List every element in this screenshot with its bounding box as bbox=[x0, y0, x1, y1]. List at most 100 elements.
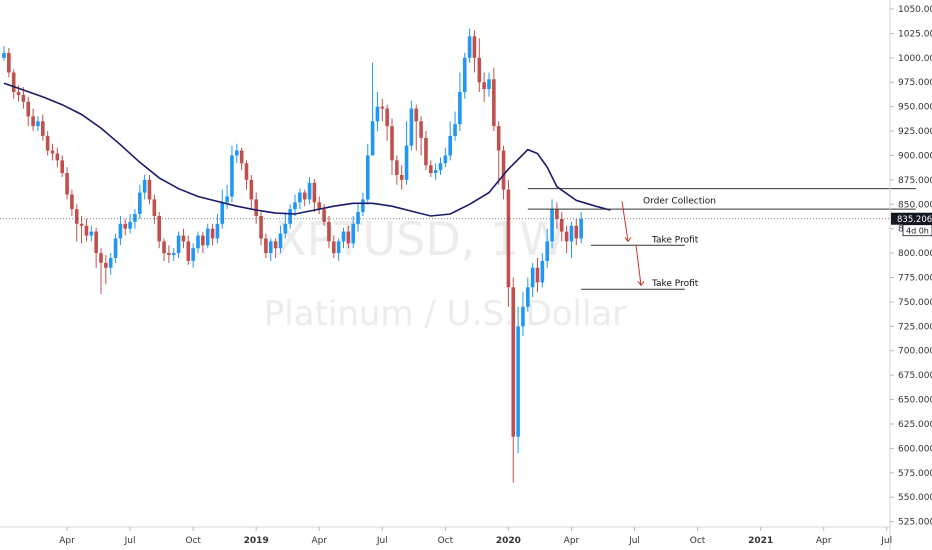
candle-body bbox=[477, 57, 482, 83]
candle-body bbox=[50, 150, 55, 154]
time-axis[interactable]: Apr Jul Oct 2019 Apr Jul Oct 2020 Apr Jul Oct 2021 A… bbox=[0, 526, 932, 546]
price-tick-label: 575.000 bbox=[898, 469, 932, 479]
candle-body bbox=[375, 106, 380, 122]
order-collection-label: Order Collection bbox=[643, 197, 716, 207]
candle-body bbox=[31, 116, 35, 127]
candles-layer bbox=[2, 28, 583, 483]
price-tick-label: 750.000 bbox=[898, 298, 932, 308]
time-tick-label: Apr bbox=[311, 536, 327, 546]
candle-body bbox=[390, 126, 394, 161]
candle-body bbox=[433, 170, 438, 174]
candle-body bbox=[370, 121, 375, 156]
candle-body bbox=[501, 150, 506, 190]
candle-body bbox=[506, 189, 511, 288]
candle-body bbox=[162, 241, 166, 254]
candle-body bbox=[171, 253, 176, 256]
candle-body bbox=[74, 209, 79, 224]
price-tick-label: 850.000 bbox=[898, 200, 932, 210]
candle-body bbox=[516, 326, 520, 437]
candle-body bbox=[414, 108, 419, 122]
last-price-value: 835.206 bbox=[897, 215, 932, 225]
candle-body bbox=[550, 209, 554, 242]
candle-body bbox=[293, 202, 297, 210]
candle-body bbox=[511, 287, 516, 437]
candle-body bbox=[288, 209, 292, 224]
countdown-value: 4d 0h bbox=[906, 227, 929, 236]
candle-body bbox=[45, 135, 50, 151]
candle-body bbox=[346, 231, 351, 244]
candle-body bbox=[11, 72, 16, 92]
time-tick-label: 2021 bbox=[748, 536, 773, 546]
candle-body bbox=[307, 182, 312, 200]
candle-body bbox=[138, 192, 142, 215]
price-tick-label: 800.000 bbox=[898, 249, 932, 259]
time-tick-label: Jul bbox=[880, 536, 892, 546]
price-tick-label: 1050.000 bbox=[898, 5, 932, 15]
candle-body bbox=[458, 91, 462, 125]
time-tick-label: Jul bbox=[628, 536, 640, 546]
candle-body bbox=[210, 228, 215, 239]
candle-body bbox=[487, 79, 491, 90]
candle-body bbox=[79, 223, 84, 226]
candle-body bbox=[123, 223, 128, 229]
candle-body bbox=[94, 231, 98, 254]
candle-body bbox=[540, 260, 545, 283]
price-tick-label: 725.000 bbox=[898, 322, 932, 332]
candle-body bbox=[404, 145, 409, 180]
candle-body bbox=[254, 199, 258, 216]
time-tick-label: Apr bbox=[564, 536, 580, 546]
projection-arrowhead bbox=[624, 237, 632, 243]
annotations-layer[interactable]: Order Collection Take Profit Take Profit bbox=[527, 188, 916, 290]
price-tick-label: 775.000 bbox=[898, 274, 932, 284]
candle-body bbox=[492, 79, 496, 127]
candle-body bbox=[298, 192, 302, 203]
time-tick-label: Jul bbox=[124, 536, 136, 546]
candle-body bbox=[317, 202, 322, 210]
candle-body bbox=[351, 223, 355, 244]
candle-body bbox=[249, 179, 254, 200]
time-tick-label: 2020 bbox=[496, 536, 521, 546]
candle-body bbox=[322, 209, 326, 222]
candle-body bbox=[453, 124, 457, 136]
price-axis[interactable]: 1050.000 1025.000 1000.000 975.000 950.000 92… bbox=[889, 0, 932, 550]
candle-body bbox=[574, 225, 579, 239]
candle-body bbox=[526, 287, 530, 307]
candle-body bbox=[535, 267, 540, 283]
candle-body bbox=[2, 52, 6, 58]
candle-body bbox=[443, 155, 448, 164]
plot-background bbox=[0, 0, 890, 527]
candle-body bbox=[191, 248, 195, 261]
candle-body bbox=[385, 108, 389, 127]
candle-body bbox=[21, 94, 26, 102]
candle-body bbox=[176, 235, 181, 254]
candle-body bbox=[312, 182, 317, 203]
price-tick-label: 975.000 bbox=[898, 78, 932, 88]
time-tick-label: Oct bbox=[438, 536, 454, 546]
candle-body bbox=[438, 163, 443, 171]
last-price-tag bbox=[891, 212, 932, 225]
candle-body bbox=[380, 106, 385, 109]
candle-body bbox=[201, 235, 205, 246]
projection-arrowhead bbox=[637, 281, 645, 287]
candle-body bbox=[579, 218, 583, 239]
candle-body bbox=[361, 199, 365, 213]
candle-body bbox=[530, 267, 535, 288]
price-tick-label: 625.000 bbox=[898, 420, 932, 430]
candle-body bbox=[89, 231, 94, 236]
candle-body bbox=[215, 223, 220, 239]
candle-body bbox=[118, 223, 123, 239]
projection-arrow bbox=[621, 201, 629, 242]
watermark-name: Platinum / U.S. Dollar bbox=[264, 294, 626, 334]
candle-body bbox=[152, 199, 157, 216]
candle-body bbox=[283, 223, 288, 234]
time-tick-label: Oct bbox=[690, 536, 706, 546]
moving-average-layer bbox=[3, 82, 611, 217]
candle-body bbox=[186, 241, 191, 261]
time-tick-label: Apr bbox=[59, 536, 75, 546]
candle-body bbox=[104, 262, 108, 268]
candle-body bbox=[128, 221, 132, 229]
time-tick-label: Jul bbox=[376, 536, 388, 546]
candle-body bbox=[181, 235, 186, 242]
candle-body bbox=[142, 179, 147, 193]
